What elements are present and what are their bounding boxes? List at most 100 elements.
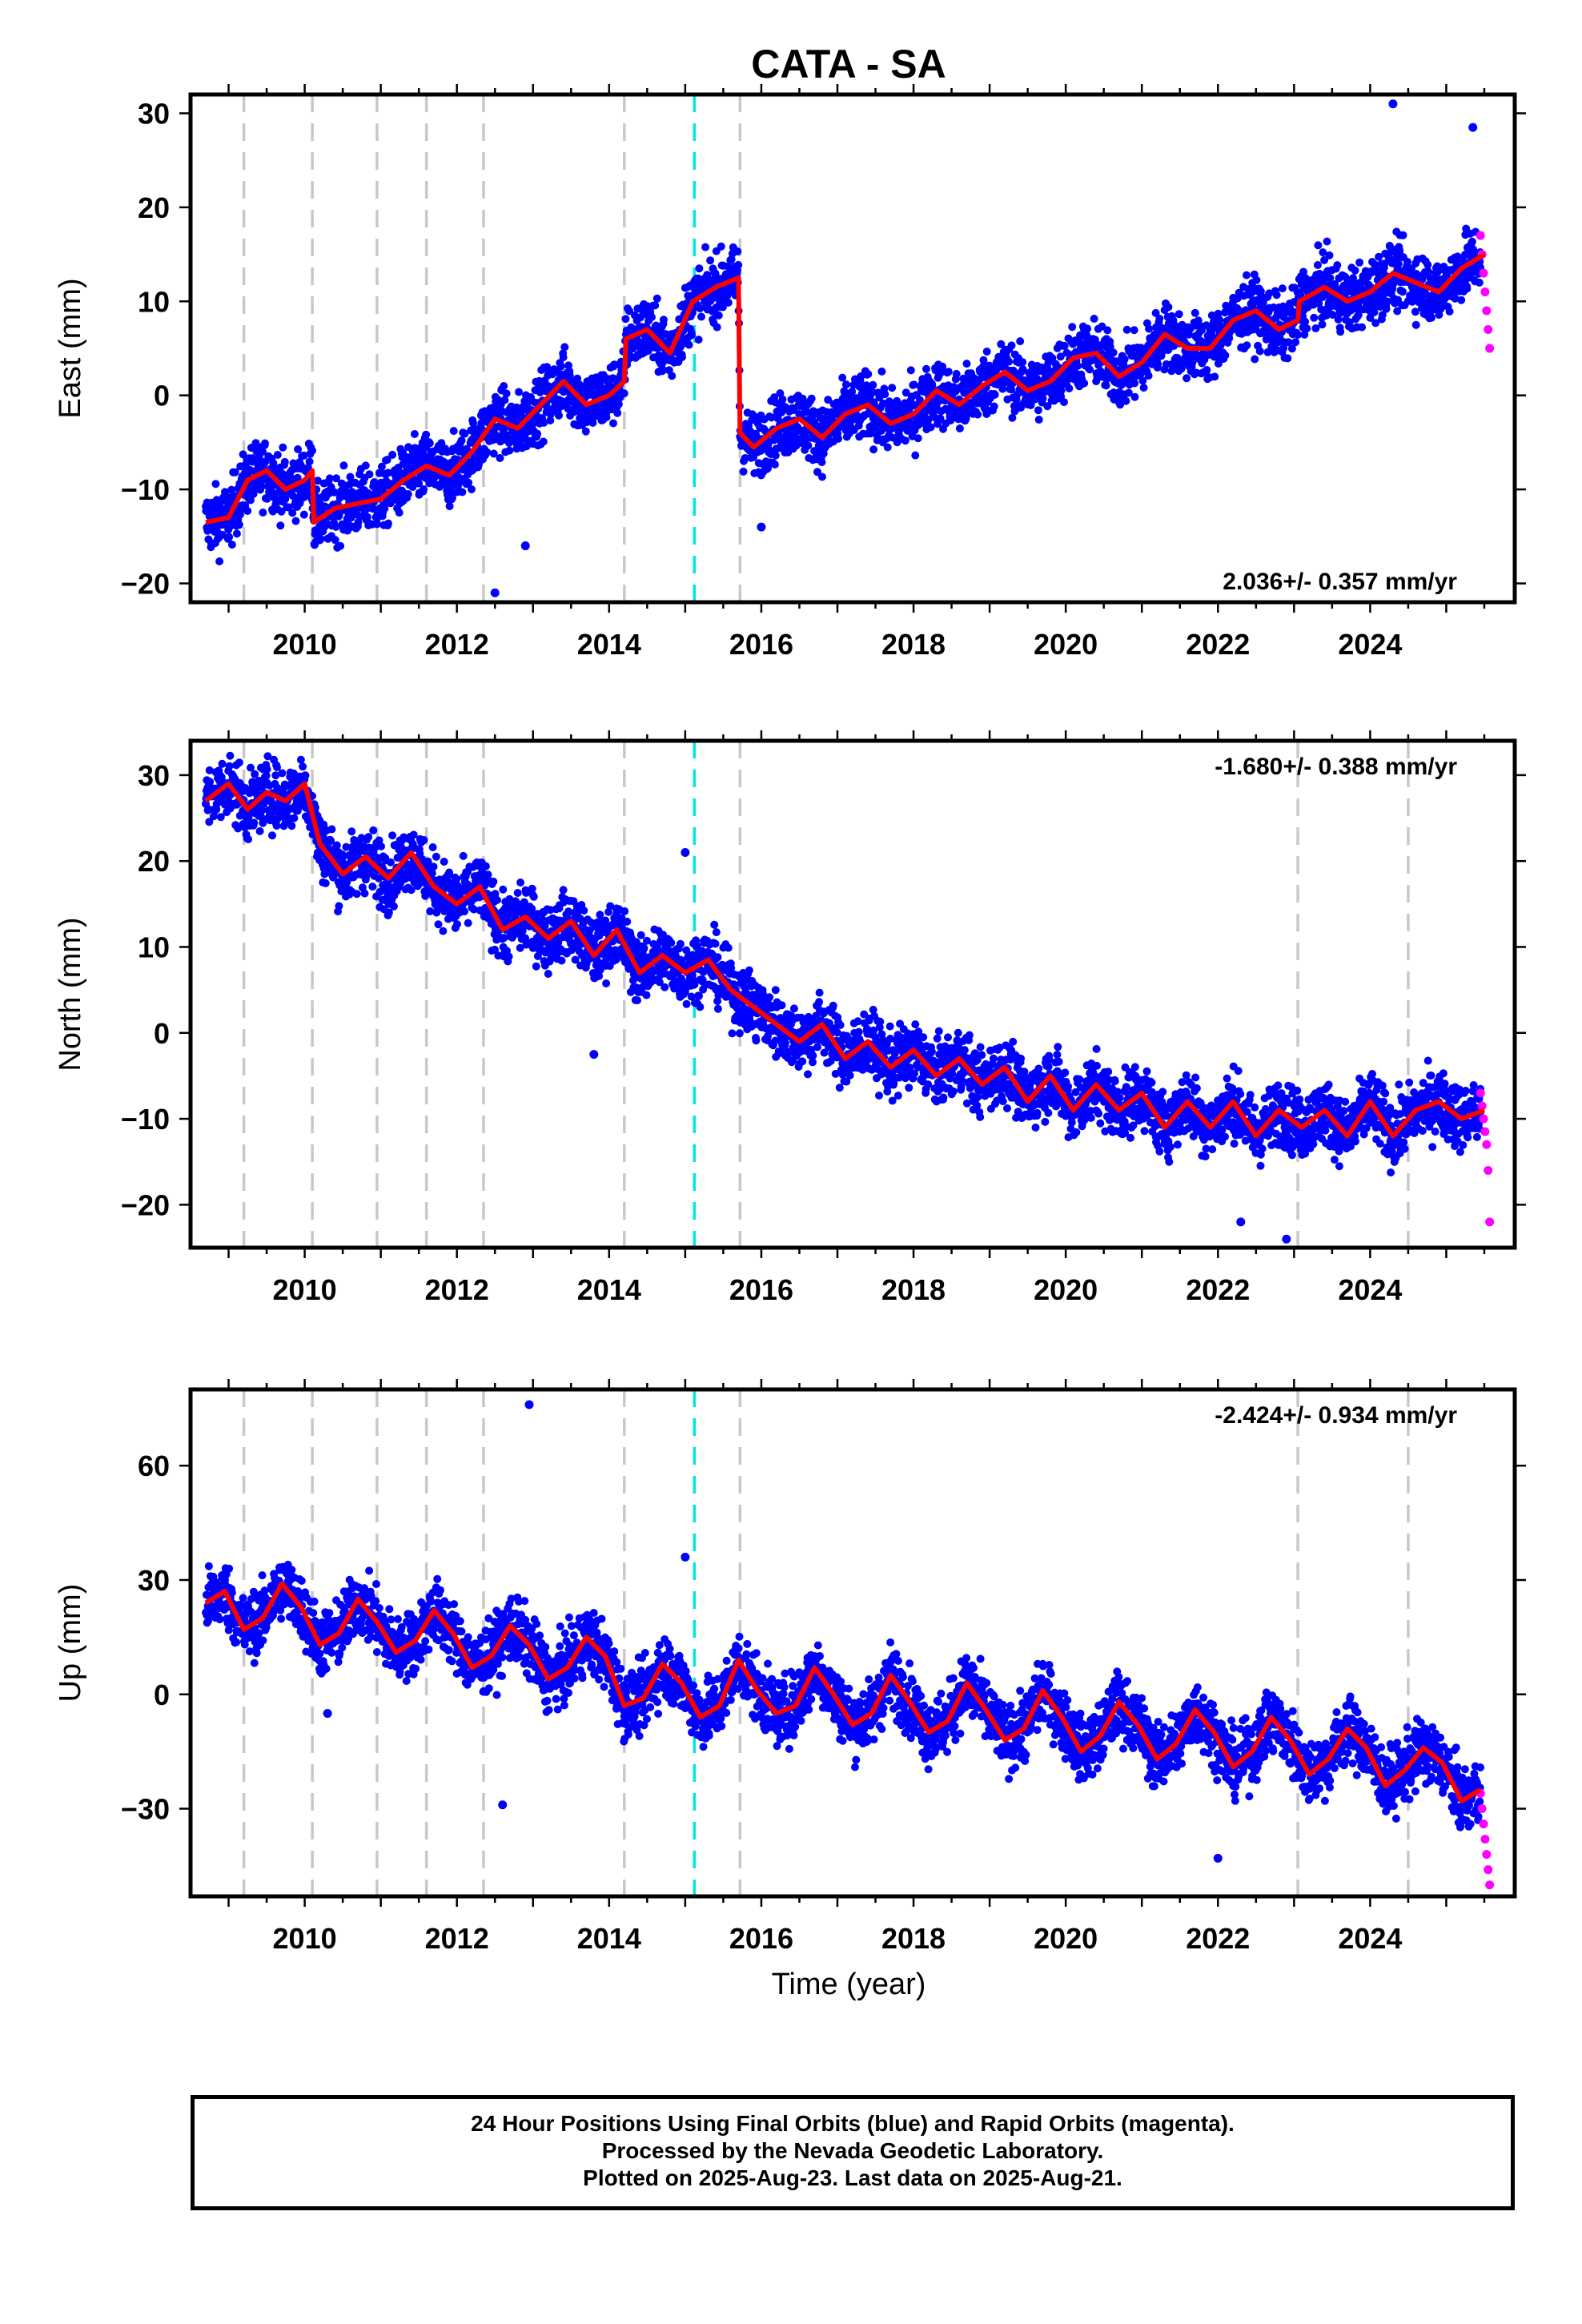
- outlier-point: [1213, 1853, 1223, 1863]
- up-panel: 2010 2012 2014 2016 2018 2020 2022 2024 −30 0 30 60…: [54, 1379, 1526, 1955]
- rapid-orbit-point: [1476, 1088, 1485, 1098]
- plot-frame: [188, 738, 1517, 1250]
- y-tick-label: 60: [138, 1449, 170, 1482]
- x-tick-label: 2024: [1338, 628, 1402, 661]
- x-tick-label: 2020: [1034, 1273, 1098, 1306]
- x-tick-label: 2022: [1186, 1922, 1250, 1955]
- north-panel: 2010 2012 2014 2016 2018 2020 2022 2024 −20 −10 0 1…: [54, 730, 1526, 1306]
- rapid-orbit-point: [1484, 325, 1493, 335]
- info-line-1: 24 Hour Positions Using Final Orbits (bl…: [471, 2111, 1235, 2136]
- rapid-orbit-point: [1480, 1835, 1490, 1844]
- outlier-point: [681, 847, 690, 857]
- model-fit-line: [204, 1581, 1482, 1803]
- rapid-orbit-point: [1484, 1165, 1493, 1175]
- final-orbit-points: [202, 1560, 1485, 1831]
- rapid-orbit-point: [1480, 1127, 1490, 1136]
- rapid-orbit-point: [1484, 1865, 1493, 1875]
- x-tick-label: 2016: [729, 628, 793, 661]
- x-tick-label: 2012: [425, 1922, 489, 1955]
- rapid-orbit-point: [1482, 306, 1492, 316]
- y-tick-label: 20: [138, 845, 170, 878]
- outlier-point: [1388, 99, 1398, 109]
- y-tick-label: 10: [138, 285, 170, 318]
- rapid-orbit-point: [1485, 344, 1495, 353]
- y-axis-label: East (mm): [54, 278, 87, 418]
- outlier-point: [757, 522, 766, 532]
- x-tick-label: 2020: [1034, 1922, 1098, 1955]
- outlier-point: [681, 1552, 690, 1562]
- velocity-rate-label: -1.680+/- 0.388 mm/yr: [1215, 754, 1457, 780]
- rapid-orbit-point: [1479, 1819, 1488, 1829]
- x-tick-label: 2022: [1186, 1273, 1250, 1306]
- chart-title: CATA - SA: [751, 42, 946, 86]
- rapid-orbit-point: [1477, 1101, 1487, 1111]
- x-tick-label: 2010: [273, 1922, 337, 1955]
- rapid-orbit-point: [1485, 1880, 1495, 1890]
- x-tick-label: 2012: [425, 1273, 489, 1306]
- rapid-orbit-point: [1482, 1850, 1492, 1860]
- y-tick-label: 30: [138, 759, 170, 792]
- y-tick-label: 0: [154, 1679, 170, 1711]
- x-tick-label: 2024: [1338, 1922, 1402, 1955]
- outlier-point: [498, 1800, 508, 1810]
- x-tick-label: 2014: [577, 628, 641, 661]
- velocity-rate-label: -2.424+/- 0.934 mm/yr: [1215, 1402, 1457, 1429]
- model-fit-line: [204, 781, 1486, 1139]
- y-axis-label: North (mm): [54, 917, 87, 1071]
- east-panel: 2010 2012 2014 2016 2018 2020 2022 2024 −20 −10 0 1…: [54, 84, 1526, 661]
- info-line-2: Processed by the Nevada Geodetic Laborat…: [601, 2138, 1104, 2163]
- y-tick-label: 30: [138, 1564, 170, 1597]
- rapid-orbit-point: [1479, 268, 1488, 278]
- x-tick-label: 2014: [577, 1273, 641, 1306]
- x-tick-label: 2022: [1186, 628, 1250, 661]
- final-orbit-dots: [202, 751, 1485, 1177]
- x-tick-label: 2016: [729, 1273, 793, 1306]
- x-tick-label: 2024: [1338, 1273, 1402, 1306]
- y-tick-label: −20: [121, 1188, 170, 1221]
- y-tick-label: −10: [121, 473, 170, 506]
- x-tick-label: 2018: [881, 1922, 946, 1955]
- final-orbit-dots: [202, 224, 1485, 565]
- final-orbit-points: [202, 224, 1485, 565]
- processing-info-box: 24 Hour Positions Using Final Orbits (bl…: [191, 2095, 1515, 2210]
- x-tick-label: 2012: [425, 628, 489, 661]
- x-tick-label: 2010: [273, 1273, 337, 1306]
- rapid-orbit-point: [1485, 1217, 1495, 1227]
- plot-frame: [188, 1387, 1517, 1899]
- x-axis-label: Time (year): [772, 1968, 926, 2001]
- outlier-point: [1236, 1217, 1246, 1227]
- rapid-orbit-point: [1477, 1804, 1487, 1814]
- model-fit-line: [205, 252, 1486, 525]
- outlier-point: [520, 541, 530, 551]
- velocity-rate-label: 2.036+/- 0.357 mm/yr: [1223, 569, 1457, 595]
- rapid-orbit-point: [1476, 231, 1485, 240]
- y-tick-label: 0: [154, 1017, 170, 1050]
- outlier-point: [1282, 1234, 1291, 1244]
- y-tick-label: −20: [121, 568, 170, 601]
- final-orbit-points: [202, 751, 1485, 1177]
- x-tick-label: 2016: [729, 1922, 793, 1955]
- final-orbit-dots: [202, 1560, 1485, 1831]
- outlier-point: [524, 1400, 534, 1409]
- x-tick-label: 2020: [1034, 628, 1098, 661]
- rapid-orbit-point: [1480, 287, 1490, 297]
- outlier-point: [589, 1050, 599, 1059]
- rapid-orbit-point: [1482, 1140, 1492, 1149]
- x-tick-label: 2010: [273, 628, 337, 661]
- rapid-orbit-point: [1479, 1114, 1488, 1124]
- outlier-point: [1468, 123, 1478, 132]
- y-tick-label: −10: [121, 1103, 170, 1136]
- x-tick-label: 2014: [577, 1922, 641, 1955]
- x-tick-label: 2018: [881, 1273, 946, 1306]
- y-tick-label: 20: [138, 191, 170, 224]
- y-tick-label: −30: [121, 1793, 170, 1826]
- y-tick-label: 30: [138, 97, 170, 130]
- outlier-point: [323, 1709, 332, 1719]
- outlier-point: [490, 588, 500, 597]
- y-axis-label: Up (mm): [54, 1584, 87, 1703]
- y-tick-label: 0: [154, 380, 170, 412]
- plot-frame: [188, 92, 1517, 605]
- x-tick-label: 2018: [881, 628, 946, 661]
- info-line-3: Plotted on 2025-Aug-23. Last data on 202…: [583, 2165, 1122, 2190]
